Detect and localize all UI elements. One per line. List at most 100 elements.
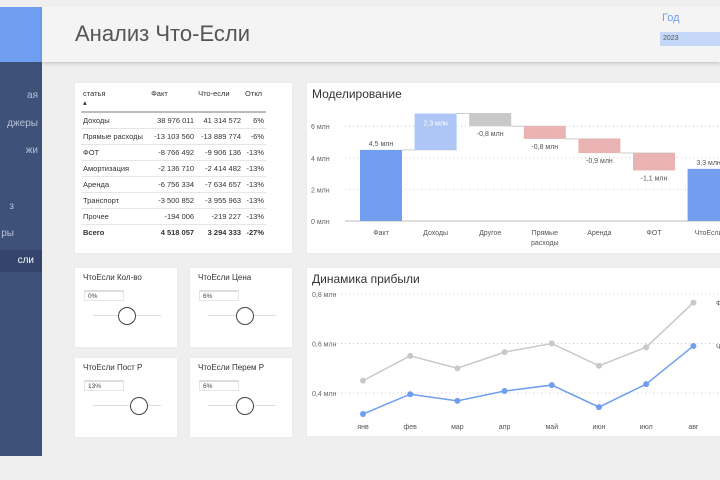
y-tick-label: 4 млн <box>311 156 330 163</box>
slider-thumb[interactable] <box>118 307 136 325</box>
x-tick-label: расходы <box>531 240 559 247</box>
column-header[interactable]: Факт <box>149 87 197 113</box>
slider-thumb[interactable] <box>129 397 148 415</box>
x-tick-label: фев <box>404 424 418 431</box>
table-row[interactable]: Прочее -194 006 -219 227 -13% <box>81 208 266 225</box>
x-tick-label: май <box>545 423 558 431</box>
data-point <box>501 388 508 395</box>
slicer-title: ЧтоЕсли Перем Р <box>198 363 265 372</box>
data-point <box>548 382 555 389</box>
table-cell: 38 976 011 <box>149 112 197 129</box>
data-point <box>407 391 414 398</box>
table-cell: Амортизация <box>81 160 150 177</box>
table-cell: -6 756 334 <box>149 176 197 193</box>
table-cell: 6% <box>243 112 266 129</box>
y-tick-label: 0,8 млн <box>312 292 337 299</box>
column-header[interactable]: Откл <box>243 87 266 113</box>
x-tick-label: июл <box>640 424 653 431</box>
table-row[interactable]: Прямые расходы -13 103 560 -13 889 774 -6% <box>81 128 266 145</box>
sidebar-item[interactable]: ры <box>1 228 14 239</box>
table-cell: -9 906 136 <box>196 144 244 161</box>
series-line <box>362 345 694 415</box>
table-cell: ФОТ <box>81 144 150 161</box>
data-point <box>596 404 602 411</box>
slider-track[interactable] <box>93 405 161 406</box>
table-cell: -13% <box>243 208 266 225</box>
slicer-value-input[interactable]: 0% <box>84 290 124 301</box>
table-cell: -13% <box>243 176 266 193</box>
data-label: 4,5 млн <box>369 141 394 148</box>
sidebar-item-active[interactable]: сли <box>0 250 42 272</box>
x-tick-label: ФОТ <box>646 230 662 237</box>
table-cell: -13% <box>243 144 266 161</box>
slicer-panel: ЧтоЕсли Перем Р 6% <box>190 358 292 437</box>
data-point <box>690 342 697 349</box>
data-label: -1,1 млн <box>641 175 668 182</box>
table-row[interactable]: Аренда -6 756 334 -7 634 657 -13% <box>81 176 266 193</box>
line-panel: Динамика прибыли 0,4 млн 0,6 млн 0,8 млн ян… <box>307 268 720 436</box>
table-cell: -13% <box>243 192 266 209</box>
table-panel: статья ▴ Факт Что-если Откл Доходы 38 976 … <box>75 83 292 253</box>
data-point <box>596 362 602 369</box>
y-tick-label: 0 млн <box>311 219 330 226</box>
total-cell: Всего <box>81 224 150 240</box>
waterfall-chart: 0 млн 2 млн 4 млн 6 млн 4,5 млн Факт 2,3 млн До… <box>311 113 720 247</box>
sidebar-item[interactable]: ая <box>27 90 38 101</box>
column-header[interactable]: Что-если <box>196 87 244 113</box>
total-cell: -27% <box>243 224 266 240</box>
table-cell: Доходы <box>81 112 150 129</box>
year-filter[interactable]: 2023 <box>660 32 720 46</box>
data-point <box>360 377 366 384</box>
table-row[interactable]: Доходы 38 976 011 41 314 572 6% <box>81 112 266 129</box>
table-cell: -2 136 710 <box>149 160 197 177</box>
x-tick-label: Другое <box>479 230 501 237</box>
slicer-value-input[interactable]: 6% <box>199 380 239 391</box>
x-tick-label: Факт <box>373 230 389 237</box>
y-tick-label: 0,4 млн <box>312 391 337 398</box>
logo-area <box>0 7 42 62</box>
y-tick-label: 2 млн <box>311 187 330 194</box>
data-point <box>690 299 697 306</box>
sidebar-item[interactable]: джеры <box>7 118 38 129</box>
slicer-title: ЧтоЕсли Цена <box>198 273 252 282</box>
data-point <box>501 349 508 356</box>
y-tick-label: 0,6 млн <box>312 342 337 349</box>
total-cell: 3 294 333 <box>196 224 244 240</box>
waterfall-bar <box>360 149 402 221</box>
table-row[interactable]: Транспорт -3 500 852 -3 955 963 -13% <box>81 192 266 209</box>
table-cell: 41 314 572 <box>196 112 244 129</box>
slicer-value-input[interactable]: 6% <box>199 290 239 301</box>
waterfall-bar <box>687 168 720 221</box>
data-point <box>643 344 650 351</box>
waterfall-bar <box>578 138 621 154</box>
total-row: Всего 4 518 057 3 294 333 -27% <box>81 224 266 240</box>
page-title: Анализ Что-Если <box>75 21 250 46</box>
table-cell: -194 006 <box>149 208 197 225</box>
slider-thumb[interactable] <box>236 397 255 415</box>
column-header[interactable]: статья ▴ <box>81 87 150 113</box>
table-row[interactable]: ФОТ -8 766 492 -9 906 136 -13% <box>81 144 266 161</box>
slider-thumb[interactable] <box>236 307 255 325</box>
table-row[interactable]: Амортизация -2 136 710 -2 414 482 -13% <box>81 160 266 177</box>
header: Анализ Что-Если Год 2023 <box>42 7 720 62</box>
sidebar-item[interactable]: з <box>9 201 14 212</box>
sidebar-item[interactable]: жи <box>25 145 38 156</box>
slicer-panel: ЧтоЕсли Цена 6% <box>190 268 292 347</box>
waterfall-bar <box>469 113 512 127</box>
waterfall-title: Моделирование <box>312 87 402 101</box>
x-tick-label: Прямые <box>532 230 558 237</box>
table-cell: Аренда <box>81 176 150 193</box>
table-cell: -219 227 <box>196 208 244 225</box>
x-tick-label: Доходы <box>423 230 448 237</box>
data-label: -0,9 млн <box>586 158 613 165</box>
x-tick-label: янв <box>357 424 369 431</box>
slicer-title: ЧтоЕсли Пост Р <box>83 363 143 372</box>
sidebar: ая джеры жи з ры сли <box>0 62 42 456</box>
data-point <box>548 340 555 347</box>
data-point <box>407 352 414 359</box>
line-chart-title: Динамика прибыли <box>312 272 420 286</box>
slicer-value-input[interactable]: 13% <box>84 380 124 391</box>
slicer-title: ЧтоЕсли Кол-во <box>83 273 142 282</box>
slicer-panel: ЧтоЕсли Кол-во 0% <box>75 268 177 347</box>
table-cell: -3 955 963 <box>196 192 244 209</box>
